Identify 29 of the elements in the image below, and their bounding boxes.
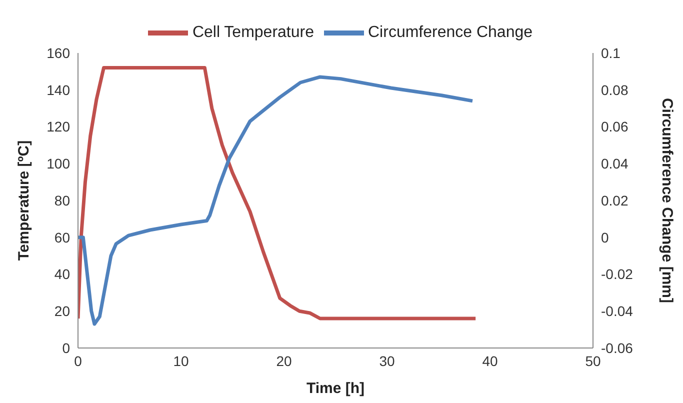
- legend-label: Circumference Change: [368, 24, 533, 42]
- y-tick-label: 160: [46, 44, 70, 61]
- y2-tick-label: 0.1: [601, 44, 621, 61]
- x-axis-title: Time [h]: [306, 380, 365, 397]
- y2-tick-label: -0.06: [601, 340, 634, 356]
- x-tick-label: 0: [74, 352, 82, 369]
- y2-axis-title: Circumference Change [mm]: [658, 98, 676, 304]
- x-tick-label: 20: [276, 352, 292, 369]
- y-tick-label: 100: [46, 156, 70, 172]
- x-tick-label: 40: [482, 352, 498, 369]
- x-tick-label: 10: [173, 352, 189, 369]
- y2-tick-label: 0.02: [601, 192, 628, 208]
- y-tick-label: 40: [54, 266, 70, 282]
- y2-tick-label: 0.06: [601, 118, 628, 135]
- y-tick-label: 140: [46, 82, 70, 98]
- x-tick-label: 50: [585, 352, 601, 369]
- y2-tick-label: 0.08: [601, 82, 628, 98]
- y2-tick-label: -0.02: [601, 266, 634, 282]
- y-tick-label: 120: [46, 118, 70, 135]
- legend-label: Cell Temperature: [192, 24, 314, 42]
- y-tick-label: 60: [54, 229, 70, 246]
- y2-tick-label: -0.04: [601, 303, 634, 320]
- y-tick-label: 20: [54, 303, 70, 320]
- y2-tick-label: 0: [601, 229, 609, 246]
- y-tick-label: 0: [62, 340, 70, 356]
- y-axis-title: Temperature [ºC]: [15, 140, 32, 261]
- y2-tick-label: 0.04: [601, 156, 628, 172]
- y-tick-label: 80: [54, 192, 70, 208]
- x-tick-label: 30: [379, 352, 395, 369]
